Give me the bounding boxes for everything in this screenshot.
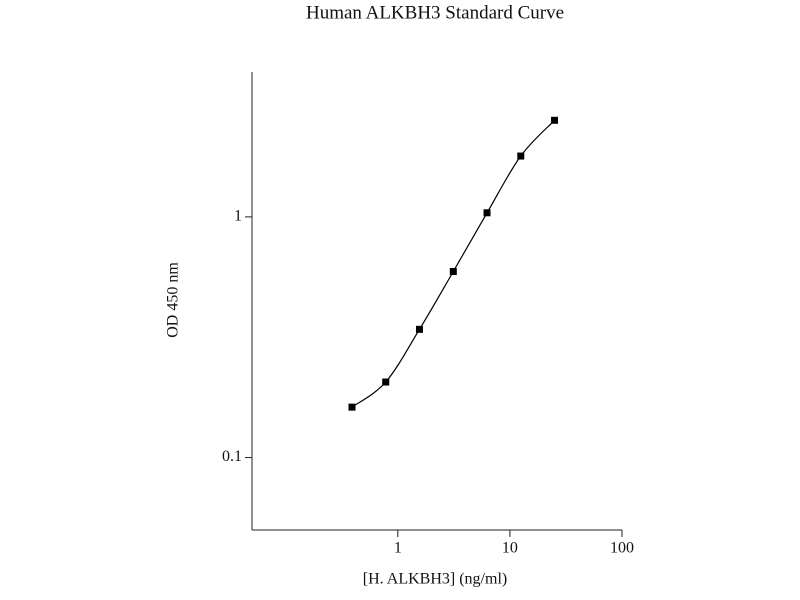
y-tick-label: 1 [234, 208, 242, 225]
x-tick-label: 100 [610, 540, 634, 557]
data-point [449, 268, 457, 276]
data-point [517, 152, 525, 160]
y-tick-label: 0.1 [222, 448, 242, 465]
chart-title: Human ALKBH3 Standard Curve [306, 2, 564, 23]
x-axis-label: [H. ALKBH3] (ng/ml) [363, 571, 507, 588]
data-point [551, 116, 559, 124]
y-axis-label: OD 450 nm [165, 262, 182, 338]
x-tick-label: 1 [394, 540, 402, 557]
data-point [382, 378, 390, 386]
curve [351, 119, 555, 408]
x-tick-label: 10 [502, 540, 518, 557]
data-point [348, 403, 356, 411]
data-point [483, 209, 491, 217]
data-point [415, 325, 423, 333]
